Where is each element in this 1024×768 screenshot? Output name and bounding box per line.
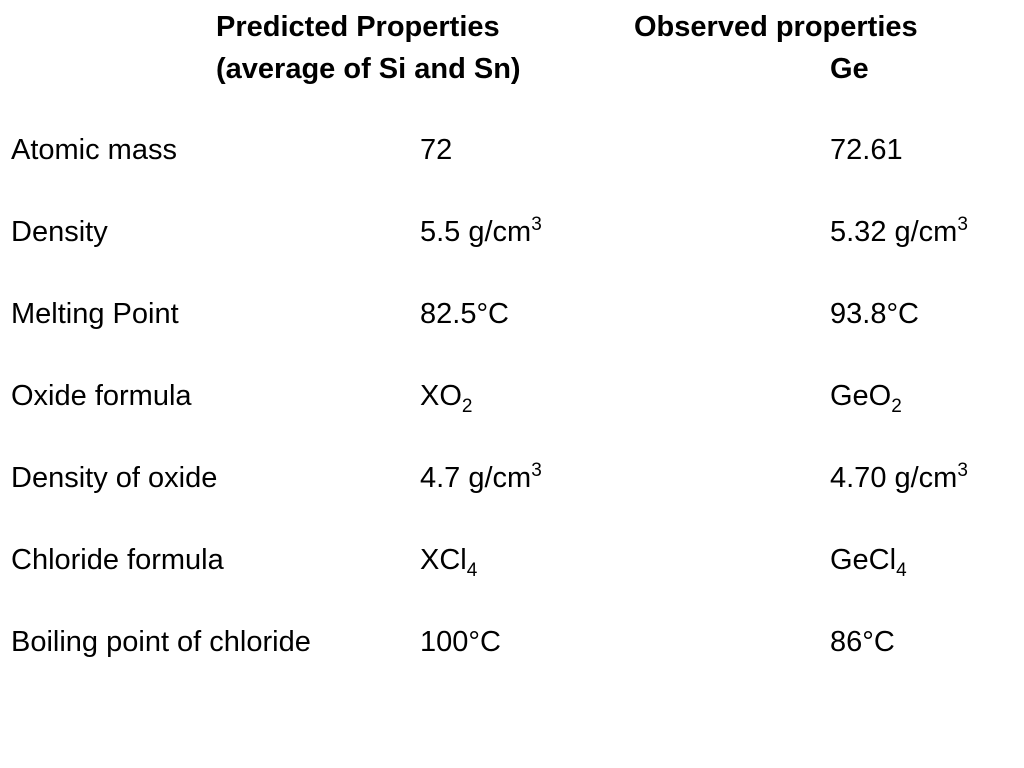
property-label: Oxide formula [11,380,192,412]
property-label: Density of oxide [11,462,218,494]
observed-header-line1: Observed properties [634,11,918,43]
observed-subscript: 4 [896,560,907,581]
predicted-superscript: 3 [531,460,542,481]
observed-value-text: 5.32 g/cm [830,216,958,248]
observed-value-text: 86°C [830,626,895,658]
predicted-header-line2: (average of Si and Sn) [216,53,521,85]
predicted-value-text: 100°C [420,626,501,658]
observed-value: GeCl4 [830,540,907,580]
property-label: Chloride formula [11,544,224,576]
predicted-subscript: 4 [466,560,478,581]
observed-value-text: 4.70 g/cm [830,462,958,494]
predicted-value-text: XCl [420,544,467,576]
observed-value: 93.8°C [830,294,919,334]
table-row: Atomic mass 72 72.61 [0,130,1024,170]
predicted-value-text: 82.5°C [420,298,509,330]
predicted-value: 5.5 g/cm3 [420,212,542,252]
observed-value-text: 72.61 [830,134,903,166]
table-row: Chloride formula XCl4 GeCl4 [0,540,1024,580]
predicted-value-text: XO [420,380,462,412]
predicted-value-text: 72 [420,134,453,166]
observed-value: 5.32 g/cm3 [830,212,968,252]
table-row: Density 5.5 g/cm3 5.32 g/cm3 [0,212,1024,252]
predicted-subscript: 2 [461,396,473,417]
predicted-header-line1: Predicted Properties [216,11,500,43]
observed-superscript: 3 [957,214,968,235]
table-row: Boiling point of chloride 100°C 86°C [0,622,1024,662]
observed-superscript: 3 [957,460,968,481]
table-row: Density of oxide 4.7 g/cm3 4.70 g/cm3 [0,458,1024,498]
observed-value-text: GeCl [830,544,897,576]
observed-value-text: 93.8°C [830,298,919,330]
predicted-value: XO2 [420,376,472,416]
observed-value: 72.61 [830,130,903,170]
property-label: Density [11,216,108,248]
property-label: Boiling point of chloride [11,626,311,658]
observed-header-line2: Ge [830,53,869,85]
predicted-value: 72 [420,130,452,170]
table-row: Oxide formula XO2 GeO2 [0,376,1024,416]
property-label: Melting Point [11,298,179,330]
predicted-superscript: 3 [531,214,542,235]
predicted-value: 82.5°C [420,294,509,334]
observed-value: GeO2 [830,376,902,416]
predicted-value: 100°C [420,622,501,662]
table-row: Melting Point 82.5°C 93.8°C [0,294,1024,334]
property-label: Atomic mass [11,134,177,166]
predicted-value: 4.7 g/cm3 [420,458,542,498]
predicted-value-text: 5.5 g/cm [420,216,532,248]
observed-subscript: 2 [891,396,902,417]
observed-value: 86°C [830,622,895,662]
predicted-value: XCl4 [420,540,477,580]
observed-value-text: GeO [830,380,892,412]
observed-value: 4.70 g/cm3 [830,458,968,498]
predicted-value-text: 4.7 g/cm [420,462,532,494]
